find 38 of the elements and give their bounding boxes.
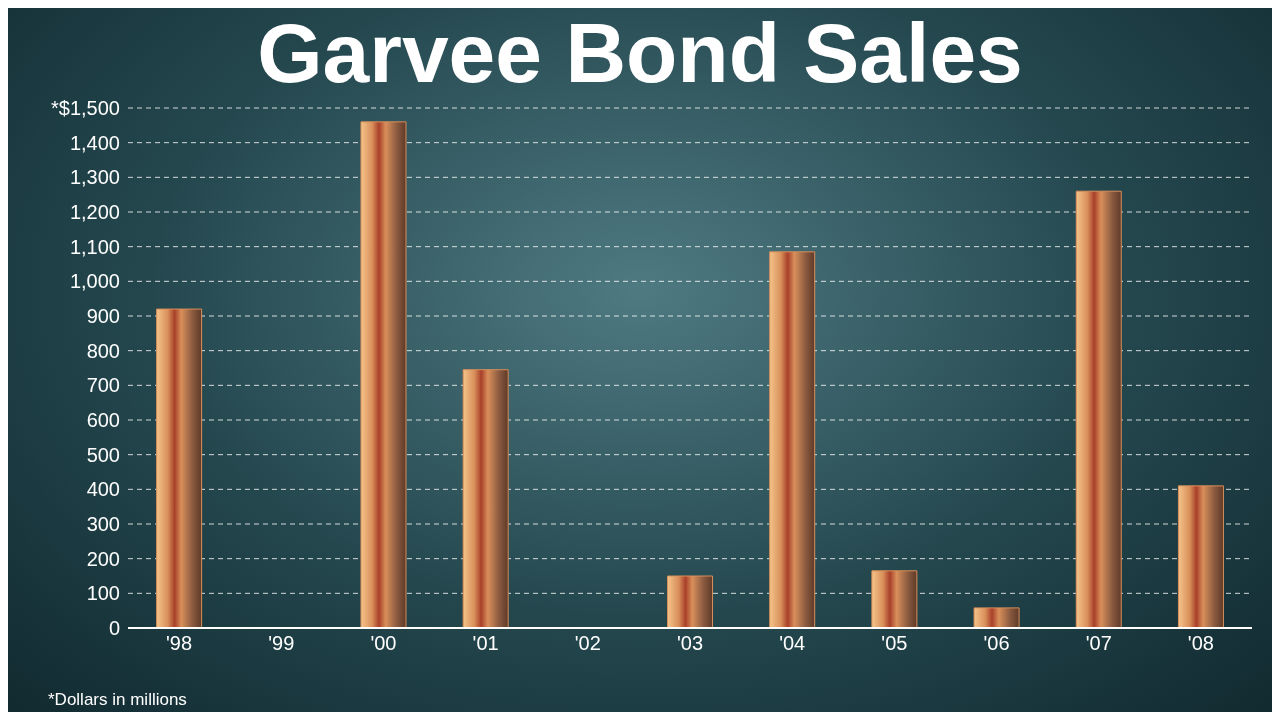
x-tick-label: '05 — [881, 632, 908, 655]
bar — [1177, 485, 1224, 628]
x-tick-label: '06 — [983, 632, 1010, 655]
x-tick-label: '01 — [472, 632, 499, 655]
y-tick-label: 100 — [86, 582, 120, 605]
bar — [769, 251, 816, 628]
bar — [871, 570, 918, 628]
y-tick-label: 1,000 — [69, 270, 120, 293]
y-tick-label: 300 — [86, 513, 120, 536]
x-tick-label: '98 — [166, 632, 193, 655]
bar — [156, 308, 203, 628]
bar — [1075, 190, 1122, 628]
y-tick-label: 1,400 — [69, 131, 120, 154]
y-tick-label: 600 — [86, 409, 120, 432]
bar — [973, 607, 1020, 628]
y-tick-label: 500 — [86, 443, 120, 466]
x-tick-label: '08 — [1187, 632, 1214, 655]
y-tick-label: 400 — [86, 478, 120, 501]
y-tick-label: 800 — [86, 339, 120, 362]
chart-title: Garvee Bond Sales — [256, 6, 1024, 100]
x-tick-label: '02 — [574, 632, 601, 655]
x-tick-label: '04 — [779, 632, 806, 655]
y-tick-label: 0 — [108, 617, 120, 640]
y-tick-label: 1,100 — [69, 235, 120, 258]
x-tick-label: '07 — [1085, 632, 1112, 655]
bar — [360, 121, 407, 628]
x-tick-label: '00 — [370, 632, 397, 655]
y-tick-label: 700 — [86, 374, 120, 397]
y-tick-label: 200 — [86, 547, 120, 570]
bar — [462, 369, 509, 628]
y-tick-label: 900 — [86, 305, 120, 328]
y-tick-label: 1,300 — [69, 166, 120, 189]
bar — [667, 575, 714, 628]
y-tick-label: *$1,500 — [51, 97, 120, 120]
x-tick-label: '99 — [268, 632, 295, 655]
text: *Dollars in millions — [48, 690, 187, 710]
x-tick-label: '03 — [676, 632, 704, 655]
y-tick-label: 1,200 — [69, 201, 120, 224]
